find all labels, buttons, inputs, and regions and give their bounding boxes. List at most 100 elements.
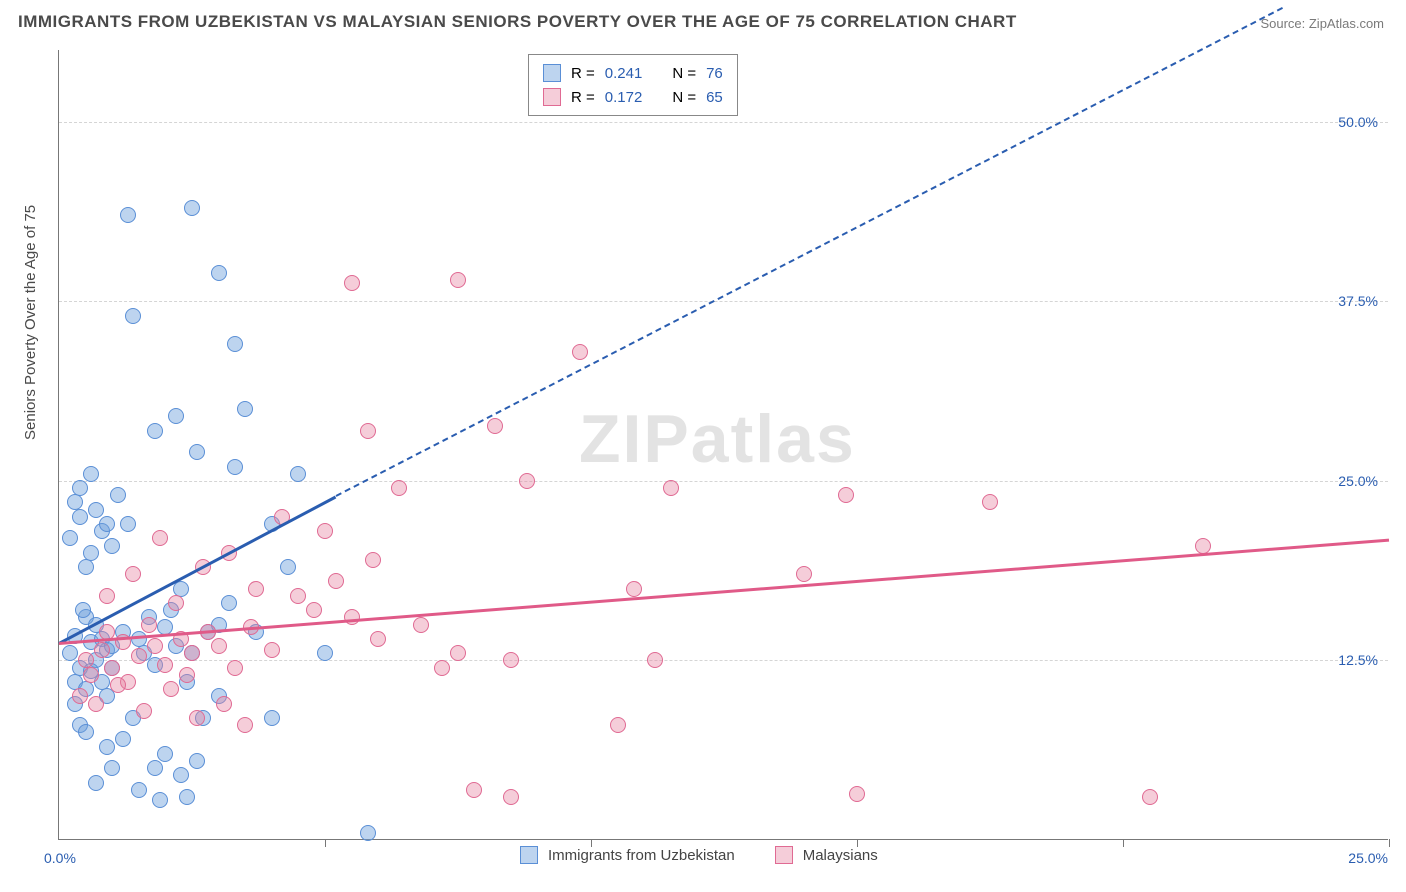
x-origin-label: 0.0% [44,850,76,866]
y-tick-label: 50.0% [1338,114,1378,130]
r-value: 0.172 [605,89,643,106]
data-point [104,760,120,776]
data-point [647,652,663,668]
data-point [344,275,360,291]
data-point [78,724,94,740]
swatch-icon [775,846,793,864]
data-point [157,657,173,673]
data-point [317,523,333,539]
data-point [317,645,333,661]
source-attribution: Source: ZipAtlas.com [1260,16,1384,31]
n-value: 65 [706,89,723,106]
data-point [360,825,376,841]
data-point [221,595,237,611]
data-point [157,746,173,762]
gridline [59,122,1388,123]
y-tick-label: 37.5% [1338,293,1378,309]
data-point [360,423,376,439]
data-point [173,767,189,783]
data-point [796,566,812,582]
data-point [88,502,104,518]
data-point [110,677,126,693]
data-point [120,516,136,532]
data-point [306,602,322,618]
data-point [147,638,163,654]
data-point [290,588,306,604]
data-point [211,638,227,654]
data-point [152,792,168,808]
data-point [434,660,450,676]
data-point [83,466,99,482]
gridline [59,301,1388,302]
chart-title: IMMIGRANTS FROM UZBEKISTAN VS MALAYSIAN … [18,12,1017,32]
data-point [572,344,588,360]
data-point [99,739,115,755]
data-point [184,200,200,216]
data-point [125,566,141,582]
gridline [59,660,1388,661]
swatch-icon [520,846,538,864]
data-point [344,609,360,625]
data-point [94,642,110,658]
data-point [179,667,195,683]
data-point [147,760,163,776]
data-point [413,617,429,633]
data-point [99,516,115,532]
data-point [450,645,466,661]
data-point [503,652,519,668]
n-label: N = [672,65,696,82]
data-point [152,530,168,546]
data-point [131,782,147,798]
data-point [189,753,205,769]
data-point [104,660,120,676]
r-label: R = [571,89,595,106]
data-point [72,688,88,704]
data-point [131,648,147,664]
data-point [663,480,679,496]
data-point [75,602,91,618]
x-tick [1389,839,1390,847]
data-point [1142,789,1158,805]
r-label: R = [571,65,595,82]
data-point [216,696,232,712]
data-point [237,717,253,733]
data-point [227,459,243,475]
n-value: 76 [706,65,723,82]
data-point [125,308,141,324]
data-point [72,480,88,496]
data-point [365,552,381,568]
data-point [141,617,157,633]
data-point [163,681,179,697]
data-point [83,667,99,683]
y-tick-label: 12.5% [1338,652,1378,668]
data-point [466,782,482,798]
data-point [487,418,503,434]
data-point [519,473,535,489]
x-tick [1123,839,1124,847]
data-point [610,717,626,733]
data-point [67,494,83,510]
legend-item: Immigrants from Uzbekistan [520,846,735,864]
data-point [189,444,205,460]
scatter-plot: ZIPatlas 12.5%25.0%37.5%50.0% [58,50,1388,840]
data-point [78,559,94,575]
data-point [147,423,163,439]
x-tick [325,839,326,847]
data-point [503,789,519,805]
swatch-icon [543,88,561,106]
gridline [59,481,1388,482]
data-point [248,581,264,597]
data-point [115,731,131,747]
data-point [280,559,296,575]
data-point [264,710,280,726]
data-point [211,265,227,281]
data-point [88,775,104,791]
data-point [88,696,104,712]
watermark: ZIPatlas [579,400,856,478]
correlation-legend: R = 0.241 N = 76 R = 0.172 N = 65 [528,54,738,116]
y-axis-title: Seniors Poverty Over the Age of 75 [22,205,39,440]
legend-item: Malaysians [775,846,878,864]
data-point [227,660,243,676]
data-point [838,487,854,503]
data-point [99,588,115,604]
